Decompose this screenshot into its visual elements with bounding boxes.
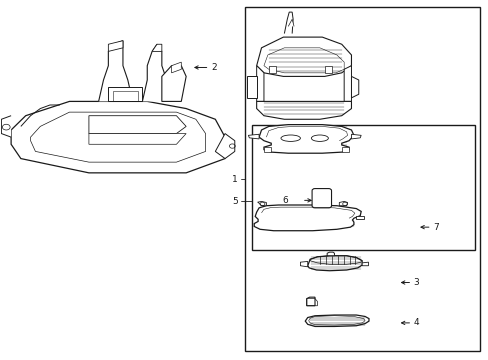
Polygon shape xyxy=(108,87,142,102)
Polygon shape xyxy=(339,202,347,206)
Polygon shape xyxy=(351,76,358,98)
Polygon shape xyxy=(307,256,362,271)
Polygon shape xyxy=(11,102,224,173)
Polygon shape xyxy=(152,44,162,51)
Polygon shape xyxy=(1,116,11,137)
Polygon shape xyxy=(324,66,331,73)
Polygon shape xyxy=(287,19,293,26)
FancyBboxPatch shape xyxy=(311,189,331,208)
Polygon shape xyxy=(362,262,368,266)
Polygon shape xyxy=(356,216,363,219)
Polygon shape xyxy=(257,202,266,206)
Text: 5: 5 xyxy=(232,197,238,206)
Bar xyxy=(251,125,474,249)
Polygon shape xyxy=(246,76,256,98)
Text: 4: 4 xyxy=(413,318,419,327)
Polygon shape xyxy=(162,66,186,102)
Polygon shape xyxy=(284,12,292,33)
Polygon shape xyxy=(142,44,171,102)
Polygon shape xyxy=(268,66,276,73)
Polygon shape xyxy=(326,252,334,256)
Polygon shape xyxy=(171,62,181,73)
Polygon shape xyxy=(344,66,351,102)
Polygon shape xyxy=(254,205,361,231)
Polygon shape xyxy=(306,297,314,306)
Text: 1: 1 xyxy=(232,175,238,184)
Text: 6: 6 xyxy=(282,196,287,205)
Polygon shape xyxy=(256,102,351,119)
Polygon shape xyxy=(108,41,122,51)
Polygon shape xyxy=(256,37,351,76)
Polygon shape xyxy=(89,134,186,144)
Text: 2: 2 xyxy=(211,63,217,72)
Polygon shape xyxy=(305,315,368,327)
Polygon shape xyxy=(248,134,259,139)
Text: 7: 7 xyxy=(432,222,438,231)
Polygon shape xyxy=(341,147,348,152)
Polygon shape xyxy=(89,116,186,134)
Polygon shape xyxy=(351,134,361,139)
Text: 3: 3 xyxy=(413,278,419,287)
Polygon shape xyxy=(99,41,132,102)
Polygon shape xyxy=(256,66,264,102)
Polygon shape xyxy=(259,125,353,153)
Bar xyxy=(245,7,479,351)
Polygon shape xyxy=(215,134,234,158)
Polygon shape xyxy=(300,261,307,267)
Polygon shape xyxy=(264,147,271,152)
